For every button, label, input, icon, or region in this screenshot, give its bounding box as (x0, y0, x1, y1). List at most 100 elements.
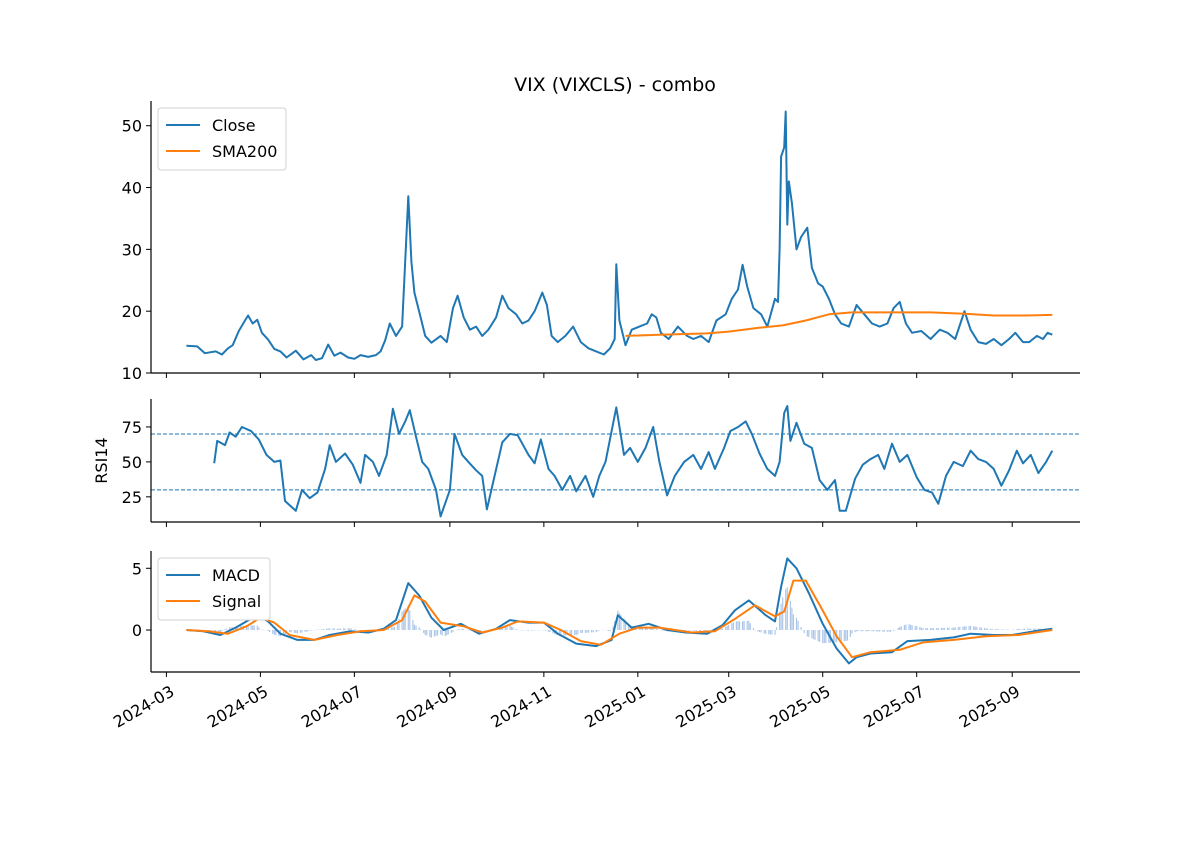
histogram-bar-342 (922, 628, 923, 630)
histogram-bar-283 (796, 618, 797, 630)
x-tick-label: 2024-07 (298, 682, 365, 732)
histogram-bar-188 (591, 630, 592, 632)
histogram-bar-106 (414, 625, 415, 630)
histogram-bar-235 (693, 630, 694, 631)
histogram-bar-18 (224, 629, 225, 630)
histogram-bar-273 (774, 630, 775, 635)
histogram-bar-363 (969, 626, 970, 630)
histogram-bar-262 (750, 623, 751, 630)
histogram-bar-118 (440, 630, 441, 634)
y-tick-label: 50 (122, 453, 142, 472)
histogram-bar-74 (345, 628, 346, 630)
histogram-bar-30 (251, 625, 252, 630)
histogram-bar-66 (328, 629, 329, 631)
histogram-bar-57 (308, 630, 309, 631)
histogram-bar-249 (722, 629, 723, 630)
histogram-bar-372 (987, 629, 988, 631)
legend-label-macd: MACD (212, 566, 260, 585)
histogram-bar-69 (334, 629, 335, 631)
histogram-bar-261 (748, 621, 749, 630)
histogram-bar-153 (516, 629, 517, 630)
histogram-bar-394 (1035, 629, 1036, 630)
histogram-bar-258 (742, 621, 743, 630)
histogram-bar-350 (941, 628, 942, 630)
x-tick-label: 2024-09 (393, 682, 460, 732)
y-tick-label: 10 (122, 364, 142, 383)
histogram-bar-151 (511, 627, 512, 631)
histogram-bar-48 (289, 630, 290, 632)
histogram-bar-369 (981, 628, 982, 630)
histogram-bar-313 (861, 630, 862, 631)
histogram-bar-380 (1005, 630, 1006, 631)
histogram-bar-183 (580, 630, 581, 633)
histogram-bar-360 (962, 627, 963, 630)
histogram-bar-362 (965, 626, 966, 630)
histogram-bar-317 (868, 630, 869, 631)
x-tick-label: 2025-09 (956, 682, 1023, 732)
histogram-bar-122 (448, 630, 449, 635)
histogram-bar-107 (415, 626, 416, 630)
histogram-bar-306 (845, 630, 846, 641)
histogram-bar-347 (933, 628, 934, 630)
histogram-bar-308 (850, 630, 851, 637)
histogram-bar-305 (844, 630, 845, 641)
histogram-bar-319 (873, 630, 874, 631)
histogram-bar-121 (446, 630, 447, 635)
histogram-bar-304 (841, 630, 842, 642)
histogram-bar-353 (947, 628, 948, 630)
histogram-bar-63 (321, 629, 322, 630)
histogram-bar-119 (442, 630, 443, 636)
histogram-bar-287 (804, 630, 805, 633)
histogram-bar-325 (887, 630, 888, 632)
histogram-bar-254 (733, 622, 734, 630)
histogram-bar-338 (915, 626, 916, 630)
y-tick-label: 5 (132, 559, 142, 578)
histogram-bar-340 (919, 627, 920, 630)
histogram-bar-348 (936, 628, 937, 630)
chart-title: VIX (VIXCLS) - combo (514, 74, 716, 96)
histogram-bar-68 (332, 629, 333, 631)
histogram-bar-52 (297, 630, 298, 633)
histogram-bar-288 (807, 630, 808, 637)
y-tick-label: 20 (122, 302, 142, 321)
histogram-bar-251 (727, 626, 728, 630)
histogram-bar-271 (770, 630, 771, 634)
histogram-bar-233 (688, 630, 689, 631)
histogram-bar-169 (549, 630, 550, 632)
histogram-bar-184 (582, 630, 583, 633)
histogram-bar-167 (545, 630, 546, 631)
histogram-bar-285 (801, 627, 802, 630)
histogram-bar-296 (824, 630, 825, 643)
histogram-bar-17 (221, 630, 222, 631)
histogram-bar-370 (984, 628, 985, 630)
histogram-bar-311 (856, 630, 857, 631)
histogram-bar-152 (512, 627, 513, 630)
histogram-bar-95 (391, 628, 392, 631)
histogram-bar-379 (1002, 629, 1003, 630)
histogram-bar-371 (985, 628, 986, 630)
histogram-bar-186 (586, 630, 587, 633)
series-line-rsi14 (214, 406, 1052, 516)
histogram-bar-252 (728, 625, 729, 630)
histogram-bar-276 (781, 604, 782, 630)
histogram-bar-267 (761, 630, 762, 632)
histogram-bar-179 (571, 630, 572, 635)
histogram-bar-352 (944, 628, 945, 630)
histogram-bar-41 (274, 630, 275, 635)
legend-label-signal: Signal (212, 592, 261, 611)
y-axis-label: RSI14 (92, 437, 111, 483)
histogram-bar-366 (975, 627, 976, 631)
histogram-bar-265 (757, 630, 758, 631)
histogram-bar-344 (927, 628, 928, 630)
histogram-bar-78 (354, 629, 355, 630)
histogram-bar-67 (329, 628, 330, 630)
histogram-bar-221 (662, 630, 663, 631)
x-tick-label: 2024-05 (204, 682, 271, 732)
histogram-bar-219 (657, 629, 658, 630)
histogram-bar-318 (871, 630, 872, 631)
histogram-bar-294 (819, 630, 820, 642)
histogram-bar-253 (731, 623, 732, 630)
histogram-bar-238 (699, 630, 700, 631)
